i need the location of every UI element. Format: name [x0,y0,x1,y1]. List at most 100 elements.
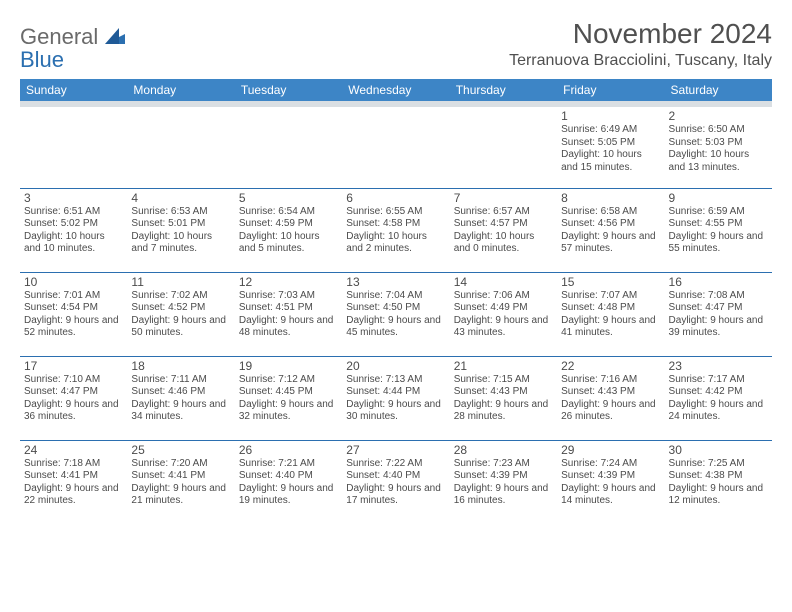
sunset-line: Sunset: 4:54 PM [24,302,123,315]
sunset-line: Sunset: 4:58 PM [346,218,445,231]
sunrise-line: Sunrise: 7:25 AM [669,458,768,471]
day-number: 7 [454,191,553,205]
sunrise-line: Sunrise: 6:55 AM [346,206,445,219]
calendar-day-cell: 25Sunrise: 7:20 AMSunset: 4:41 PMDayligh… [127,440,234,524]
calendar-day-cell: 5Sunrise: 6:54 AMSunset: 4:59 PMDaylight… [235,188,342,272]
daylight-line: Daylight: 9 hours and 57 minutes. [561,231,660,256]
calendar-day-cell: 8Sunrise: 6:58 AMSunset: 4:56 PMDaylight… [557,188,664,272]
day-number: 18 [131,359,230,373]
calendar-day-cell: 9Sunrise: 6:59 AMSunset: 4:55 PMDaylight… [665,188,772,272]
calendar-day-cell: 22Sunrise: 7:16 AMSunset: 4:43 PMDayligh… [557,356,664,440]
calendar-day-cell: 19Sunrise: 7:12 AMSunset: 4:45 PMDayligh… [235,356,342,440]
day-number: 9 [669,191,768,205]
daylight-line: Daylight: 10 hours and 2 minutes. [346,231,445,256]
sunset-line: Sunset: 4:47 PM [24,386,123,399]
daylight-line: Daylight: 9 hours and 30 minutes. [346,399,445,424]
day-number: 15 [561,275,660,289]
sunrise-line: Sunrise: 7:12 AM [239,374,338,387]
calendar-day-cell [450,104,557,188]
calendar-week-row: 3Sunrise: 6:51 AMSunset: 5:02 PMDaylight… [20,188,772,272]
calendar-day-cell: 29Sunrise: 7:24 AMSunset: 4:39 PMDayligh… [557,440,664,524]
day-number: 1 [561,109,660,123]
daylight-line: Daylight: 9 hours and 17 minutes. [346,483,445,508]
weekday-header: Friday [557,79,664,104]
calendar-day-cell: 17Sunrise: 7:10 AMSunset: 4:47 PMDayligh… [20,356,127,440]
day-number: 11 [131,275,230,289]
sunrise-line: Sunrise: 7:23 AM [454,458,553,471]
weekday-header: Thursday [450,79,557,104]
daylight-line: Daylight: 9 hours and 24 minutes. [669,399,768,424]
sunrise-line: Sunrise: 7:18 AM [24,458,123,471]
daylight-line: Daylight: 9 hours and 26 minutes. [561,399,660,424]
calendar-day-cell: 11Sunrise: 7:02 AMSunset: 4:52 PMDayligh… [127,272,234,356]
calendar-day-cell: 26Sunrise: 7:21 AMSunset: 4:40 PMDayligh… [235,440,342,524]
sunset-line: Sunset: 4:45 PM [239,386,338,399]
sunrise-line: Sunrise: 7:04 AM [346,290,445,303]
calendar-day-cell: 10Sunrise: 7:01 AMSunset: 4:54 PMDayligh… [20,272,127,356]
sunset-line: Sunset: 4:51 PM [239,302,338,315]
daylight-line: Daylight: 9 hours and 36 minutes. [24,399,123,424]
daylight-line: Daylight: 9 hours and 48 minutes. [239,315,338,340]
day-number: 2 [669,109,768,123]
sunrise-line: Sunrise: 7:22 AM [346,458,445,471]
calendar-day-cell: 28Sunrise: 7:23 AMSunset: 4:39 PMDayligh… [450,440,557,524]
calendar-day-cell: 2Sunrise: 6:50 AMSunset: 5:03 PMDaylight… [665,104,772,188]
sunset-line: Sunset: 4:52 PM [131,302,230,315]
calendar-day-cell: 30Sunrise: 7:25 AMSunset: 4:38 PMDayligh… [665,440,772,524]
calendar-day-cell: 7Sunrise: 6:57 AMSunset: 4:57 PMDaylight… [450,188,557,272]
sunrise-line: Sunrise: 6:57 AM [454,206,553,219]
day-number: 5 [239,191,338,205]
calendar-day-cell [342,104,449,188]
sunrise-line: Sunrise: 6:58 AM [561,206,660,219]
day-number: 29 [561,443,660,457]
sunset-line: Sunset: 4:41 PM [24,470,123,483]
sunrise-line: Sunrise: 7:24 AM [561,458,660,471]
sunrise-line: Sunrise: 7:06 AM [454,290,553,303]
calendar-day-cell: 23Sunrise: 7:17 AMSunset: 4:42 PMDayligh… [665,356,772,440]
calendar-week-row: 10Sunrise: 7:01 AMSunset: 4:54 PMDayligh… [20,272,772,356]
sunset-line: Sunset: 4:38 PM [669,470,768,483]
daylight-line: Daylight: 9 hours and 52 minutes. [24,315,123,340]
calendar-day-cell [20,104,127,188]
daylight-line: Daylight: 9 hours and 14 minutes. [561,483,660,508]
daylight-line: Daylight: 10 hours and 5 minutes. [239,231,338,256]
day-number: 19 [239,359,338,373]
calendar-day-cell: 13Sunrise: 7:04 AMSunset: 4:50 PMDayligh… [342,272,449,356]
daylight-line: Daylight: 9 hours and 32 minutes. [239,399,338,424]
day-number: 26 [239,443,338,457]
sunset-line: Sunset: 4:42 PM [669,386,768,399]
day-number: 12 [239,275,338,289]
sunrise-line: Sunrise: 7:03 AM [239,290,338,303]
weekday-header: Tuesday [235,79,342,104]
calendar-week-row: 1Sunrise: 6:49 AMSunset: 5:05 PMDaylight… [20,104,772,188]
sunrise-line: Sunrise: 7:16 AM [561,374,660,387]
title-block: November 2024 Terranuova Bracciolini, Tu… [509,18,772,70]
calendar-day-cell: 20Sunrise: 7:13 AMSunset: 4:44 PMDayligh… [342,356,449,440]
daylight-line: Daylight: 9 hours and 22 minutes. [24,483,123,508]
sunset-line: Sunset: 4:39 PM [454,470,553,483]
calendar-table: Sunday Monday Tuesday Wednesday Thursday… [20,79,772,524]
daylight-line: Daylight: 9 hours and 19 minutes. [239,483,338,508]
sunrise-line: Sunrise: 6:49 AM [561,124,660,137]
day-number: 3 [24,191,123,205]
calendar-day-cell: 21Sunrise: 7:15 AMSunset: 4:43 PMDayligh… [450,356,557,440]
sunrise-line: Sunrise: 7:07 AM [561,290,660,303]
day-number: 14 [454,275,553,289]
day-number: 28 [454,443,553,457]
header: General Blue November 2024 Terranuova Br… [20,18,772,71]
sunset-line: Sunset: 4:43 PM [454,386,553,399]
sunset-line: Sunset: 4:46 PM [131,386,230,399]
sunrise-line: Sunrise: 7:02 AM [131,290,230,303]
daylight-line: Daylight: 10 hours and 0 minutes. [454,231,553,256]
daylight-line: Daylight: 9 hours and 50 minutes. [131,315,230,340]
sunrise-line: Sunrise: 7:10 AM [24,374,123,387]
sunrise-line: Sunrise: 7:21 AM [239,458,338,471]
daylight-line: Daylight: 10 hours and 15 minutes. [561,149,660,174]
weekday-header: Sunday [20,79,127,104]
day-number: 22 [561,359,660,373]
calendar-day-cell: 24Sunrise: 7:18 AMSunset: 4:41 PMDayligh… [20,440,127,524]
day-number: 17 [24,359,123,373]
calendar-day-cell: 1Sunrise: 6:49 AMSunset: 5:05 PMDaylight… [557,104,664,188]
sunset-line: Sunset: 4:59 PM [239,218,338,231]
sunset-line: Sunset: 4:47 PM [669,302,768,315]
